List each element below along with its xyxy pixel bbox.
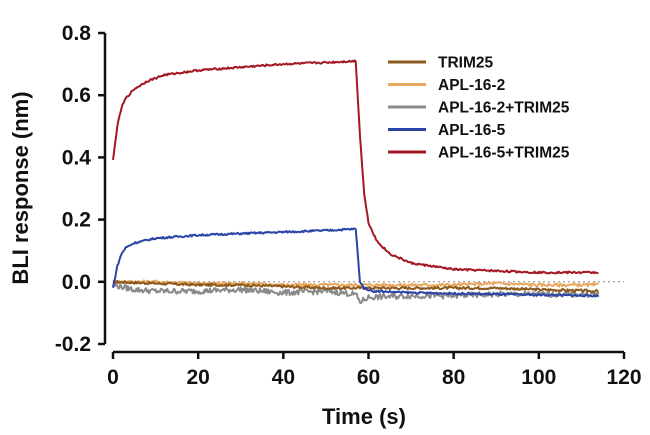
tick-marks-and-labels: -0.2 0.0 0.2 0.4 0.6 0.8 0 20 40 60 80 100 120	[55, 22, 642, 389]
legend-label: APL-16-5	[438, 122, 506, 139]
legend-label: APL-16-2+TRIM25	[438, 100, 570, 117]
legend-label: APL-16-2	[438, 77, 505, 94]
x-tick-label: 120	[606, 366, 641, 389]
series-line-apl-16-2-trim25	[112, 282, 600, 304]
y-axis-label: BLI response (nm)	[8, 91, 33, 284]
y-tick-label: 0.6	[62, 84, 91, 107]
y-tick-label: 0.4	[62, 146, 92, 169]
y-tick-label: -0.2	[55, 333, 91, 356]
legend-label: APL-16-5+TRIM25	[438, 145, 570, 162]
x-tick-label: 20	[186, 366, 209, 389]
x-tick-label: 80	[442, 366, 465, 389]
legend-label: TRIM25	[438, 55, 494, 72]
x-tick-label: 40	[272, 366, 295, 389]
y-tick-label: 0.0	[62, 271, 91, 294]
y-tick-label: 0.8	[62, 22, 92, 45]
series-line-apl-16-2	[112, 279, 599, 288]
x-axis-label: Time (s)	[322, 404, 406, 429]
series-line-apl-16-5-trim25	[112, 59, 599, 275]
y-tick-label: 0.2	[62, 209, 91, 232]
x-tick-label: 100	[521, 366, 556, 389]
x-tick-label: 0	[107, 366, 119, 389]
series-line-trim25	[112, 279, 599, 294]
series-line-apl-16-5	[112, 227, 600, 298]
series-layer	[112, 59, 600, 304]
x-tick-label: 60	[357, 366, 380, 389]
legend: TRIM25 APL-16-2 APL-16-2+TRIM25 APL-16-5 APL…	[388, 55, 570, 162]
